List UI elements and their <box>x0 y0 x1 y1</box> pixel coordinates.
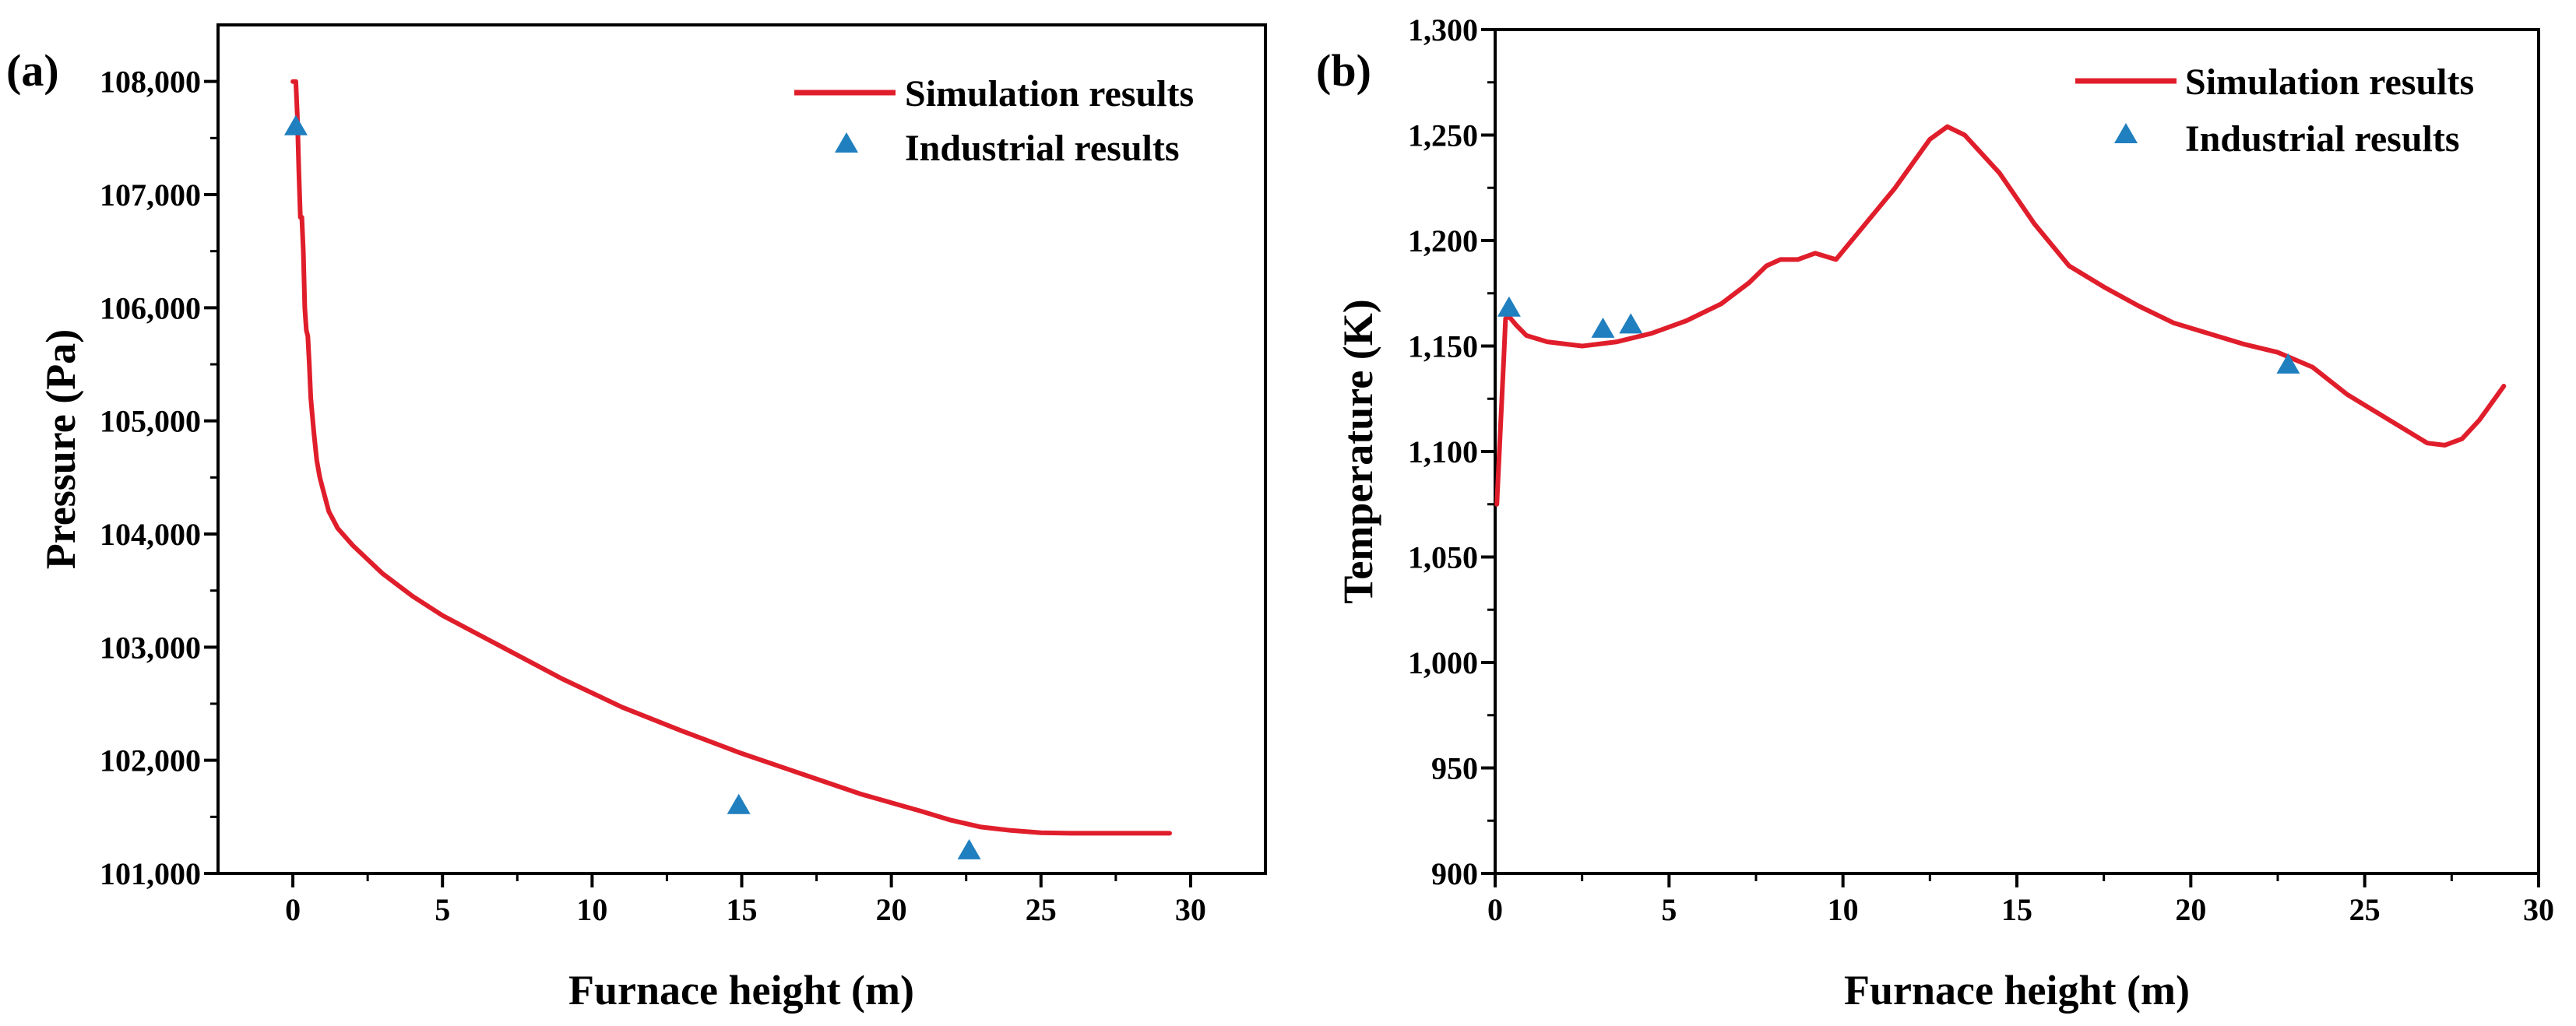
x-tick-label: 15 <box>727 892 758 927</box>
y-tick-label: 105,000 <box>100 404 201 439</box>
industrial-results-marker <box>283 114 308 135</box>
y-tick-label: 102,000 <box>100 743 201 778</box>
y-tick-label: 1,050 <box>1408 540 1478 575</box>
x-tick-label: 20 <box>2175 892 2206 927</box>
x-tick-label: 10 <box>1828 892 1859 927</box>
x-tick-label: 25 <box>2349 892 2381 927</box>
panel-b-x-ticks: 0 5 10 15 20 25 30 <box>1487 873 2554 927</box>
x-tick-label: 30 <box>2523 892 2554 927</box>
panel-b: (b) 0 5 10 15 20 25 30 900 950 1,000 1,050 1,100 1,… <box>1316 12 2554 1014</box>
simulation-results-line <box>1494 124 2507 507</box>
industrial-results-marker <box>957 838 981 859</box>
x-tick-label: 15 <box>2001 892 2032 927</box>
panel-b-y-axis-label: Temperature (K) <box>1335 299 1381 603</box>
panel-b-series <box>1494 124 2507 507</box>
panel-a-legend-industrial-label: Industrial results <box>905 128 1180 169</box>
panel-b-legend-simulation-label: Simulation results <box>2185 61 2474 103</box>
industrial-results-marker <box>1591 317 1615 338</box>
y-tick-label: 900 <box>1431 856 1478 891</box>
industrial-results-marker <box>2276 353 2300 374</box>
industrial-results-marker <box>727 793 751 814</box>
x-tick-label: 10 <box>576 892 607 927</box>
y-tick-label: 107,000 <box>100 177 201 213</box>
panel-a-series <box>283 79 1172 859</box>
panel-b-label: (b) <box>1316 45 1371 96</box>
y-tick-label: 1,250 <box>1408 118 1478 153</box>
y-tick-label: 1,000 <box>1408 645 1478 680</box>
y-tick-label: 103,000 <box>100 630 201 665</box>
panel-b-legend: Simulation results Industrial results <box>2075 61 2474 160</box>
y-tick-label: 950 <box>1431 751 1478 786</box>
panel-b-legend-marker-swatch <box>2114 123 2138 143</box>
panel-a-x-axis-label: Furnace height (m) <box>568 967 914 1014</box>
x-tick-label: 30 <box>1175 892 1206 927</box>
panel-a-x-ticks: 0 5 10 15 20 25 30 <box>285 873 1206 927</box>
panel-a-legend-simulation-label: Simulation results <box>905 73 1194 114</box>
industrial-results-marker <box>1619 313 1643 334</box>
y-tick-label: 1,300 <box>1408 12 1478 47</box>
panel-b-x-axis-label: Furnace height (m) <box>1844 967 2190 1014</box>
x-tick-label: 25 <box>1026 892 1057 927</box>
panel-a-label: (a) <box>6 45 59 96</box>
x-tick-label: 20 <box>876 892 907 927</box>
x-tick-label: 5 <box>435 892 450 927</box>
y-tick-label: 1,150 <box>1408 329 1478 364</box>
panel-a-legend: Simulation results Industrial results <box>794 73 1194 169</box>
y-tick-label: 106,000 <box>100 290 201 325</box>
panel-b-y-ticks: 900 950 1,000 1,050 1,100 1,150 1,200 1,250 1,30… <box>1408 12 1495 891</box>
panel-a-legend-marker-swatch <box>835 132 858 153</box>
y-tick-label: 101,000 <box>100 856 201 891</box>
x-tick-label: 0 <box>285 892 301 927</box>
panel-a-y-ticks: 101,000 102,000 103,000 104,000 105,000 106,0… <box>100 65 218 891</box>
y-tick-label: 104,000 <box>100 517 201 552</box>
industrial-results-marker <box>1497 296 1521 317</box>
simulation-results-line <box>290 79 1172 836</box>
y-tick-label: 1,200 <box>1408 223 1478 258</box>
panel-a-y-axis-label: Pressure (Pa) <box>37 329 84 569</box>
y-tick-label: 1,100 <box>1408 434 1478 469</box>
x-tick-label: 5 <box>1661 892 1677 927</box>
panel-a: (a) 0 5 10 15 20 25 30 101,000102,000103,00010… <box>6 23 1267 1014</box>
x-tick-label: 0 <box>1487 892 1503 927</box>
panel-b-legend-industrial-label: Industrial results <box>2185 118 2460 160</box>
y-tick-label: 108,000 <box>100 65 201 100</box>
